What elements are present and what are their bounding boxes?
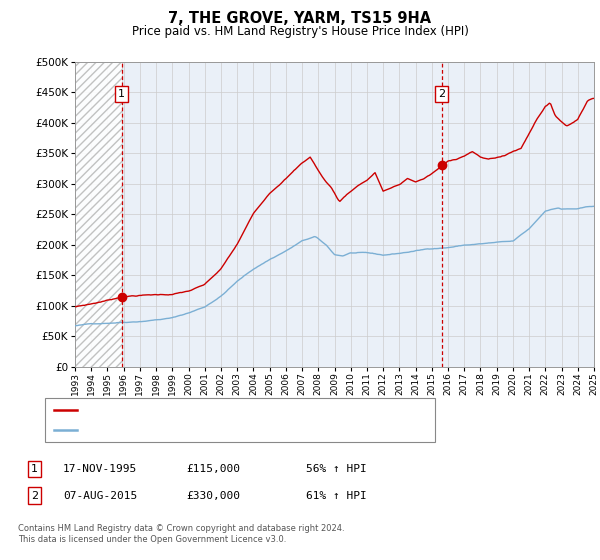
- Bar: [75, 62, 122, 367]
- Text: 17-NOV-1995: 17-NOV-1995: [63, 464, 137, 474]
- Text: This data is licensed under the Open Government Licence v3.0.: This data is licensed under the Open Gov…: [18, 535, 286, 544]
- Text: 1: 1: [31, 464, 38, 474]
- Text: £330,000: £330,000: [186, 491, 240, 501]
- Text: 61% ↑ HPI: 61% ↑ HPI: [306, 491, 367, 501]
- Text: 2: 2: [438, 88, 445, 99]
- Text: Price paid vs. HM Land Registry's House Price Index (HPI): Price paid vs. HM Land Registry's House …: [131, 25, 469, 38]
- Text: 2: 2: [31, 491, 38, 501]
- Text: 1: 1: [118, 88, 125, 99]
- Text: Contains HM Land Registry data © Crown copyright and database right 2024.: Contains HM Land Registry data © Crown c…: [18, 524, 344, 533]
- Text: 7, THE GROVE, YARM, TS15 9HA: 7, THE GROVE, YARM, TS15 9HA: [169, 11, 431, 26]
- Text: £115,000: £115,000: [186, 464, 240, 474]
- Text: 07-AUG-2015: 07-AUG-2015: [63, 491, 137, 501]
- Text: 7, THE GROVE, YARM, TS15 9HA (detached house): 7, THE GROVE, YARM, TS15 9HA (detached h…: [83, 405, 344, 415]
- Text: 56% ↑ HPI: 56% ↑ HPI: [306, 464, 367, 474]
- Text: HPI: Average price, detached house, Stockton-on-Tees: HPI: Average price, detached house, Stoc…: [83, 425, 364, 435]
